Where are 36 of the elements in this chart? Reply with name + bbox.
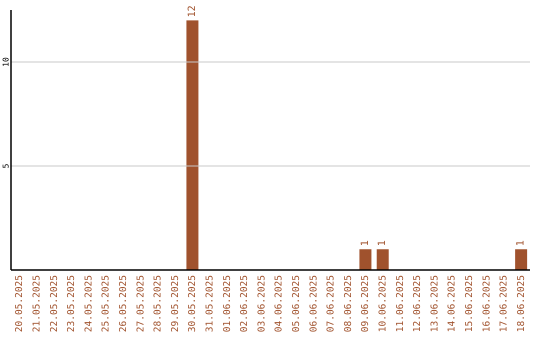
x-tick-label: 27.05.2025 [135, 275, 146, 332]
x-tick-label: 21.05.2025 [31, 275, 42, 332]
x-tick-label: 14.06.2025 [446, 275, 458, 332]
x-tick-label: 15.06.2025 [464, 275, 475, 332]
x-tick-label: 26.05.2025 [118, 275, 129, 332]
x-tick-label: 20.05.2025 [14, 275, 26, 332]
x-tick-label: 04.06.2025 [274, 275, 285, 332]
x-tick-label: 28.05.2025 [152, 275, 164, 332]
x-tick-label: 06.06.2025 [308, 275, 320, 332]
x-tick-label: 17.06.2025 [498, 275, 510, 332]
x-tick-label: 18.06.2025 [516, 275, 527, 332]
x-tick-label: 24.05.2025 [83, 275, 94, 332]
x-tick-label: 12.06.2025 [412, 275, 424, 332]
data-label: 1 [360, 240, 371, 246]
x-tick-label: 08.06.2025 [342, 275, 354, 332]
x-tick-label: 30.05.2025 [187, 275, 198, 332]
x-tick-label: 31.05.2025 [204, 275, 216, 332]
x-tick-label: 13.06.2025 [429, 275, 440, 332]
y-tick-label: 10 [2, 57, 10, 67]
x-tick-label: 22.05.2025 [48, 275, 60, 332]
data-label: 12 [186, 5, 198, 18]
data-label: 1 [377, 240, 388, 246]
x-tick-label: 23.05.2025 [66, 275, 78, 332]
x-tick-label: 02.06.2025 [239, 275, 250, 332]
x-tick-label: 16.06.2025 [481, 275, 492, 332]
x-tick-label: 09.06.2025 [360, 275, 372, 332]
x-tick-label: 03.06.2025 [256, 275, 268, 332]
x-tick-label: 01.06.2025 [222, 275, 233, 332]
x-tick-label: 29.05.2025 [170, 275, 181, 332]
x-tick-label: 10.06.2025 [377, 275, 388, 332]
data-label: 1 [516, 240, 527, 246]
x-tick-label: 05.06.2025 [290, 275, 302, 332]
y-tick-label: 5 [2, 163, 10, 168]
x-tick-label: 07.06.2025 [326, 275, 337, 332]
x-tick-label: 11.06.2025 [394, 275, 406, 332]
x-tick-label: 25.05.2025 [100, 275, 112, 332]
